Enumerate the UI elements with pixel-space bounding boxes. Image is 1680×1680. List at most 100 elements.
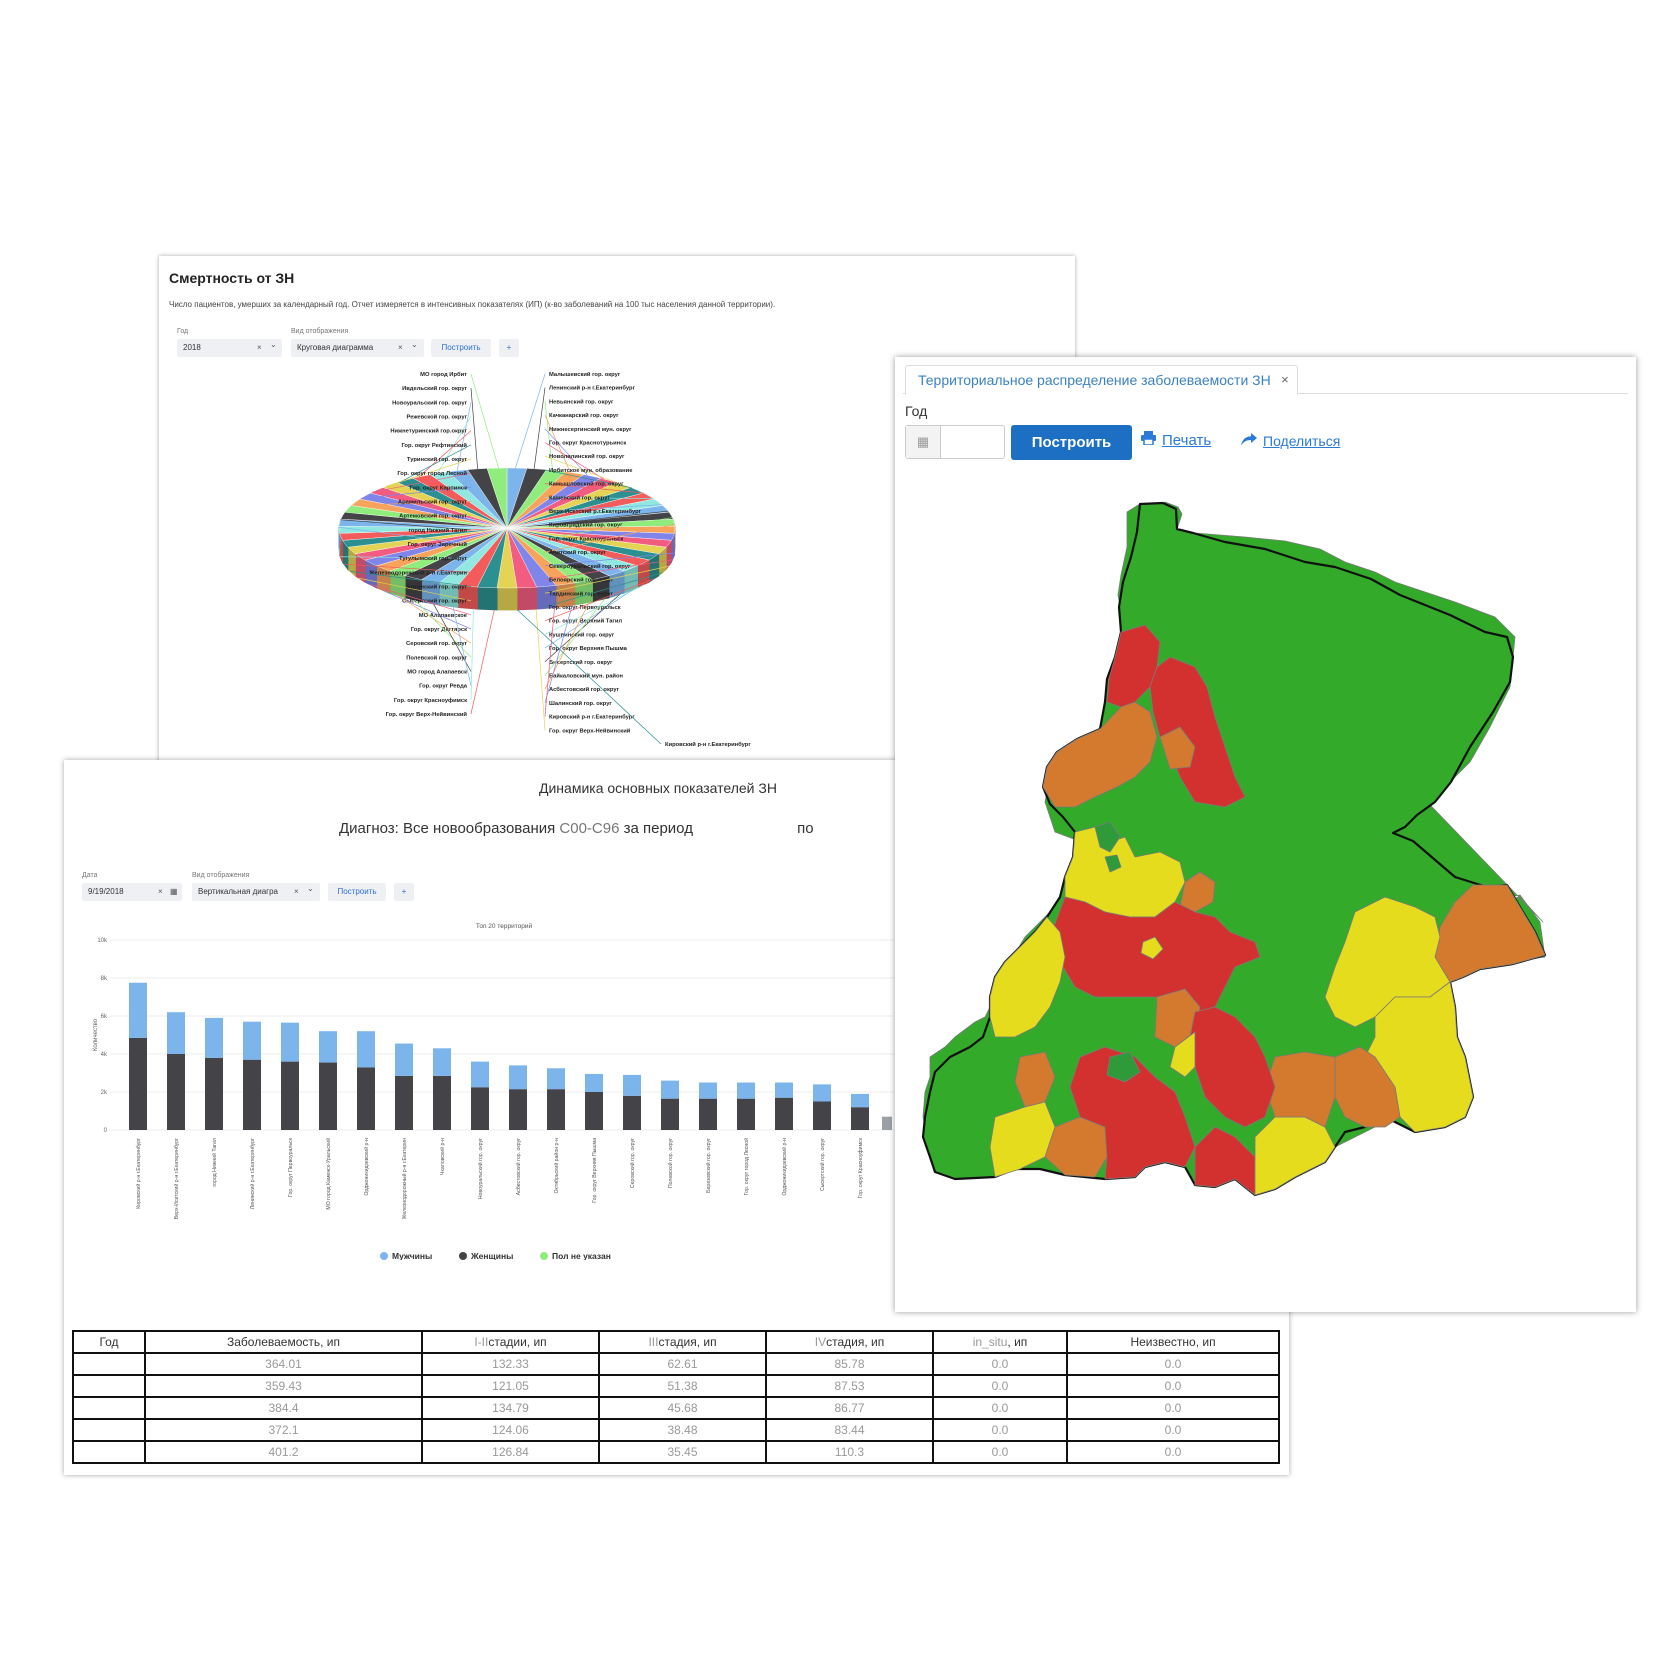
bar-men[interactable] — [585, 1073, 603, 1092]
bar-women[interactable] — [851, 1107, 869, 1130]
bar-men[interactable] — [281, 1022, 299, 1062]
clear-icon[interactable]: × — [257, 343, 262, 352]
share-icon — [1241, 433, 1257, 449]
build-button[interactable]: Построить — [1011, 425, 1132, 460]
add-button[interactable]: + — [499, 339, 519, 357]
date-input-value: 9/19/2018 — [88, 887, 124, 896]
chevron-down-icon[interactable]: ⌄ — [270, 340, 277, 349]
pie-label: Кушвинский гор. округ — [549, 631, 615, 638]
bar-women[interactable] — [433, 1075, 451, 1130]
x-tick-label: Орджоникидзевский р-н — [363, 1138, 370, 1196]
year-input[interactable]: ▦ — [905, 425, 1005, 459]
bar-men[interactable] — [433, 1048, 451, 1076]
y-tick-label: 4k — [101, 1052, 108, 1058]
bar-women[interactable] — [319, 1062, 337, 1130]
bar-men[interactable] — [129, 982, 147, 1038]
bar-men[interactable] — [661, 1080, 679, 1099]
legend-marker — [380, 1252, 388, 1260]
pie-leader-line — [544, 607, 555, 717]
build-button[interactable]: Построить — [328, 883, 386, 901]
bar-men[interactable] — [319, 1031, 337, 1063]
bar-men[interactable] — [547, 1068, 565, 1090]
bar-women[interactable] — [395, 1075, 413, 1130]
bar-men[interactable] — [737, 1082, 755, 1099]
bar-women[interactable] — [775, 1097, 793, 1130]
pie-label: Ачитский гор. округ — [549, 549, 607, 556]
bar-women[interactable] — [205, 1057, 223, 1130]
x-tick-label: Чкаловский р-н — [439, 1138, 446, 1175]
pie-leader-line — [398, 595, 472, 644]
bar-men[interactable] — [851, 1093, 869, 1108]
bar-men[interactable] — [623, 1074, 641, 1096]
col-stage-1-2: I-IIстадии, ип — [421, 1330, 600, 1354]
view-select[interactable]: Вертикальная диагра × ⌄ — [192, 883, 320, 901]
table-cell: 0.0 — [1066, 1418, 1280, 1442]
pie-label: Полевской гор. округ — [406, 654, 467, 661]
table-cell: 126.84 — [421, 1440, 600, 1464]
share-link[interactable]: Поделиться — [1241, 433, 1340, 449]
region-map — [921, 501, 1547, 1197]
bar-women[interactable] — [167, 1054, 185, 1130]
year-select[interactable]: 2018 × ⌄ — [177, 339, 282, 357]
legend-label[interactable]: Женщины — [470, 1251, 513, 1260]
pie-leader-line — [470, 373, 499, 469]
bar-men[interactable] — [471, 1061, 489, 1088]
bar-women[interactable] — [471, 1087, 489, 1130]
bar-men[interactable] — [509, 1065, 527, 1090]
table-cell — [72, 1352, 146, 1376]
calendar-icon[interactable]: ▦ — [906, 426, 941, 458]
table-cell — [72, 1396, 146, 1420]
bar-men[interactable] — [357, 1031, 375, 1068]
pie-leader-line — [544, 578, 655, 621]
bar-men[interactable] — [167, 1012, 185, 1054]
bar-women[interactable] — [509, 1089, 527, 1130]
pie-label: Малышевский гор. округ — [549, 371, 621, 378]
bar-women[interactable] — [243, 1059, 261, 1130]
map-region-yellow-south — [1254, 1116, 1336, 1196]
calendar-icon[interactable]: ▦ — [170, 887, 178, 896]
sverdlovsk-region-map — [921, 501, 1547, 1197]
close-icon[interactable]: × — [1281, 372, 1289, 387]
bar-women[interactable] — [813, 1101, 831, 1131]
table-cell: 384.4 — [144, 1396, 423, 1420]
bar-men[interactable] — [775, 1082, 793, 1098]
pie-leader-line — [470, 609, 495, 715]
bar-women[interactable] — [281, 1061, 299, 1130]
bar-men[interactable] — [395, 1043, 413, 1076]
view-select[interactable]: Круговая диаграмма × ⌄ — [291, 339, 424, 357]
view-field-label: Вид отображения — [192, 872, 250, 879]
bar-women[interactable] — [661, 1098, 679, 1130]
pie-leader-line — [414, 599, 472, 658]
pie-label: Тавдинский гор. округ — [549, 590, 614, 597]
date-input[interactable]: 9/19/2018 × ▦ — [82, 883, 182, 901]
bar-men[interactable] — [699, 1082, 717, 1099]
bar-men[interactable] — [243, 1021, 261, 1060]
legend-label[interactable]: Мужчины — [392, 1251, 432, 1260]
bar-women[interactable] — [699, 1098, 717, 1130]
col-unknown: Неизвестно, ип — [1066, 1330, 1280, 1354]
add-button[interactable]: + — [394, 883, 414, 901]
clear-icon[interactable]: × — [398, 343, 403, 352]
pie-slice-side — [476, 586, 498, 611]
bar-women[interactable] — [357, 1067, 375, 1130]
pie-slice[interactable] — [486, 467, 508, 529]
bar-men[interactable] — [205, 1017, 223, 1058]
clear-icon[interactable]: × — [158, 887, 163, 896]
legend-label[interactable]: Пол не указан — [552, 1251, 611, 1260]
bar-women[interactable] — [129, 1037, 147, 1130]
chevron-down-icon[interactable]: ⌄ — [411, 340, 418, 349]
pie-label: Артинский гор. округ — [406, 584, 467, 591]
bar-women[interactable] — [547, 1089, 565, 1130]
tab-territorial-distribution[interactable]: Территориальное распределение заболеваем… — [905, 365, 1298, 395]
table-cell: 0.0 — [932, 1374, 1068, 1398]
bar-women[interactable] — [737, 1098, 755, 1130]
print-link[interactable]: Печать — [1141, 431, 1211, 449]
bar-women[interactable] — [585, 1092, 603, 1130]
chevron-down-icon[interactable]: ⌄ — [307, 884, 314, 893]
clear-icon[interactable]: × — [294, 887, 299, 896]
pie-label: Тугулымский гор. округ — [399, 555, 468, 562]
build-button[interactable]: Построить — [431, 339, 491, 357]
bar-women[interactable] — [623, 1095, 641, 1130]
bar-men[interactable] — [813, 1084, 831, 1102]
pie-label: Бисертский гор. округ — [549, 659, 613, 666]
